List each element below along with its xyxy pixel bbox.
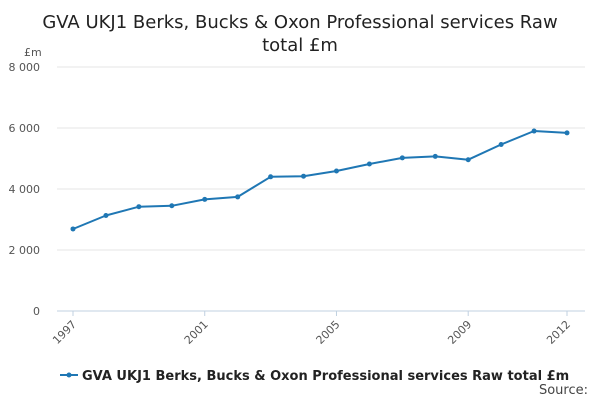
series-line[interactable] xyxy=(73,131,567,229)
series-layer xyxy=(71,129,570,232)
data-point[interactable] xyxy=(268,174,273,179)
y-axis-unit: £m xyxy=(24,46,42,59)
source-label[interactable]: Source: xyxy=(539,383,588,398)
y-tick-label: 4 000 xyxy=(9,183,41,196)
data-point[interactable] xyxy=(334,169,339,174)
y-tick-label: 6 000 xyxy=(9,122,41,135)
data-point[interactable] xyxy=(499,142,504,147)
data-point[interactable] xyxy=(565,130,570,135)
chart-title-line-1: GVA UKJ1 Berks, Bucks & Oxon Professiona… xyxy=(42,12,557,33)
data-point[interactable] xyxy=(103,213,108,218)
legend-label: GVA UKJ1 Berks, Bucks & Oxon Professiona… xyxy=(82,369,569,384)
x-axis-ticks: 1997 2001 2005 2009 2012 xyxy=(50,311,573,347)
legend-swatch-marker xyxy=(67,373,72,378)
data-point[interactable] xyxy=(367,161,372,166)
chart-title-line-2: total £m xyxy=(262,35,338,56)
data-point[interactable] xyxy=(136,204,141,209)
x-tick-label: 2005 xyxy=(314,318,343,347)
x-tick-label: 2009 xyxy=(445,318,474,347)
data-point[interactable] xyxy=(433,154,438,159)
y-axis-ticks: 0 2 000 4 000 6 000 8 000 xyxy=(9,61,41,318)
legend[interactable]: GVA UKJ1 Berks, Bucks & Oxon Professiona… xyxy=(60,369,569,384)
data-point[interactable] xyxy=(301,174,306,179)
data-point[interactable] xyxy=(466,157,471,162)
y-tick-label: 8 000 xyxy=(9,61,41,74)
x-tick-label: 1997 xyxy=(50,318,79,347)
data-point[interactable] xyxy=(532,129,537,134)
gridlines xyxy=(57,67,585,311)
data-point[interactable] xyxy=(169,203,174,208)
data-point[interactable] xyxy=(71,226,76,231)
data-point[interactable] xyxy=(235,194,240,199)
data-point[interactable] xyxy=(400,155,405,160)
y-tick-label: 2 000 xyxy=(9,244,41,257)
x-tick-label: 2001 xyxy=(182,318,211,347)
x-tick-label: 2012 xyxy=(544,318,573,347)
data-point[interactable] xyxy=(202,197,207,202)
y-tick-label: 0 xyxy=(33,305,40,318)
